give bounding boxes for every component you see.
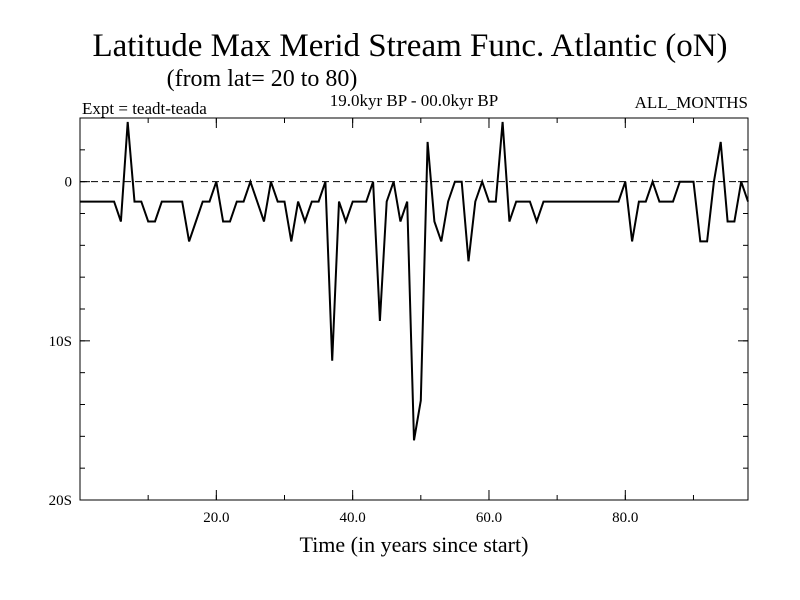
x-tick-label: 80.0: [612, 510, 638, 526]
x-tick-label: 60.0: [476, 510, 502, 526]
period-label: 19.0kyr BP - 00.0kyr BP: [330, 91, 498, 110]
x-tick-label: 40.0: [340, 510, 366, 526]
season-label: ALL_MONTHS: [635, 93, 748, 112]
chart-subtitle: (from lat= 20 to 80): [167, 66, 358, 92]
y-tick-label: 0: [65, 175, 73, 191]
y-tick-label: 20S: [49, 493, 72, 509]
series-line: [80, 121, 749, 441]
expt-label: Expt = teadt-teada: [82, 99, 207, 118]
y-tick-label: 10S: [49, 334, 72, 350]
x-axis-label: Time (in years since start): [300, 532, 529, 557]
chart-title: Latitude Max Merid Stream Func. Atlantic…: [92, 28, 727, 64]
x-tick-label: 20.0: [203, 510, 229, 526]
plot-area: 20.0 40.0 60.0 80.0 0 10S 20S: [49, 117, 749, 526]
plot-frame: [79, 117, 749, 501]
